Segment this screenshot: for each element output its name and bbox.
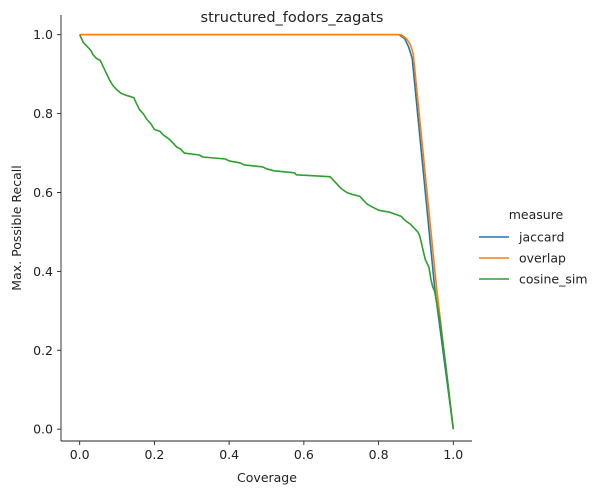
x-tick-label: 1.0	[443, 447, 463, 462]
x-tick-label: 0.2	[144, 447, 164, 462]
y-tick-label: 0.2	[33, 343, 53, 358]
y-tick-label: 0.0	[33, 422, 53, 437]
y-tick-label: 0.8	[33, 106, 53, 121]
x-tick-label: 0.8	[369, 447, 389, 462]
legend-label-jaccard: jaccard	[518, 230, 564, 245]
x-tick-label: 0.0	[70, 447, 90, 462]
y-tick-label: 0.4	[33, 264, 53, 279]
y-tick-label: 1.0	[33, 27, 53, 42]
y-tick-label: 0.6	[33, 185, 53, 200]
y-axis-title: Max. Possible Recall	[9, 165, 24, 290]
x-axis-title: Coverage	[237, 470, 297, 485]
legend-label-overlap: overlap	[519, 251, 566, 266]
series-line-jaccard	[79, 33, 455, 430]
chart-title: structured_fodors_zagats	[201, 10, 384, 26]
x-tick-label: 0.4	[219, 447, 239, 462]
legend-items: jaccard overlap cosine_sim	[479, 230, 588, 287]
x-tick-label: 0.6	[294, 447, 314, 462]
legend-label-cosine-sim: cosine_sim	[519, 272, 588, 287]
plot-area	[78, 33, 455, 430]
legend-title: measure	[509, 207, 564, 222]
legend: measure jaccard overlap cosine_sim	[479, 207, 588, 287]
series-line-cosine-sim	[78, 34, 455, 430]
y-ticks: 0.0 0.2 0.4 0.6 0.8 1.0	[33, 27, 61, 437]
series-line-overlap	[79, 33, 455, 430]
x-ticks: 0.0 0.2 0.4 0.6 0.8 1.0	[70, 441, 463, 462]
